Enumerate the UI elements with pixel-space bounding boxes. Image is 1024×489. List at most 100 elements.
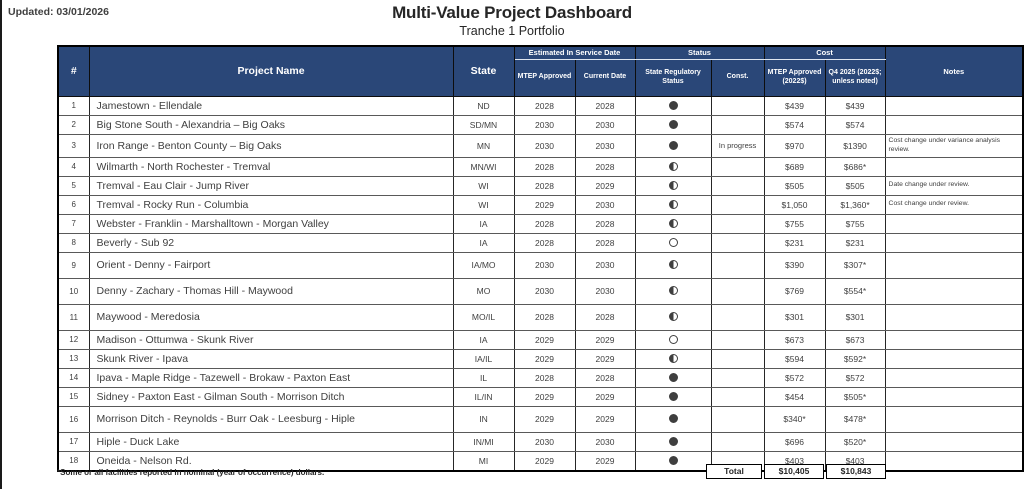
current-date-year-cell: 2028	[574, 95, 636, 116]
current-date-year-cell: 2030	[574, 251, 636, 279]
mtep-approved-cost-cell: $689	[763, 156, 826, 177]
state-regulatory-status-cell	[634, 156, 712, 177]
note-cell	[884, 405, 1024, 433]
note-cell	[884, 251, 1024, 279]
table-row: 16 Morrison Ditch - Reynolds - Burr Oak …	[57, 405, 1024, 433]
status-circle-half-icon	[668, 218, 678, 228]
note-cell	[884, 232, 1024, 253]
col-header-mtep-approved: MTEP Approved	[513, 58, 576, 97]
col-header-mtep-cost: MTEP Approved (2022$)	[763, 58, 826, 97]
total-q4-cost: $10,843	[826, 464, 886, 479]
construction-status-cell	[710, 95, 765, 116]
mtep-approved-year-cell: 2028	[513, 213, 576, 234]
mtep-approved-year-cell: 2028	[513, 175, 576, 196]
table-row: 11 Maywood - Meredosia MO/IL 2028 2028 $…	[57, 303, 1024, 331]
mtep-approved-year-cell: 2030	[513, 251, 576, 279]
state-regulatory-status-cell	[634, 367, 712, 388]
q4-2025-cost-cell: $1390	[824, 133, 886, 158]
group-header-in-service-date: Estimated In Service Date	[513, 45, 636, 60]
current-date-year-cell: 2029	[574, 329, 636, 350]
state-regulatory-status-cell	[634, 95, 712, 116]
table-row: 3 Iron Range - Benton County – Big Oaks …	[57, 133, 1024, 158]
state-regulatory-status-cell	[634, 303, 712, 331]
note-cell	[884, 114, 1024, 135]
total-label: Total	[706, 464, 762, 479]
row-number: 8	[57, 232, 90, 253]
row-number: 17	[57, 431, 90, 452]
status-circle-empty-icon	[668, 237, 678, 247]
construction-status-cell	[710, 251, 765, 279]
construction-status-cell	[710, 348, 765, 369]
current-date-year-cell: 2029	[574, 348, 636, 369]
status-circle-half-icon	[668, 199, 678, 209]
page-title: Multi-Value Project Dashboard	[392, 3, 632, 22]
note-cell: Cost change under variance analysis revi…	[884, 133, 1024, 158]
project-name-cell: Wilmarth - North Rochester - Tremval	[88, 156, 454, 177]
col-header-number: #	[57, 45, 90, 97]
row-number: 6	[57, 194, 90, 215]
mtep-approved-cost-cell: $505	[763, 175, 826, 196]
state-regulatory-status-cell	[634, 133, 712, 158]
mtep-approved-year-cell: 2029	[513, 405, 576, 433]
state-cell: ND	[452, 95, 515, 116]
note-cell: Date change under review.	[884, 175, 1024, 196]
status-circle-half-icon	[668, 161, 678, 171]
project-name-cell: Oneida - Nelson Rd.	[88, 450, 454, 471]
row-number: 10	[57, 277, 90, 305]
mtep-approved-cost-cell: $696	[763, 431, 826, 452]
mtep-approved-cost-cell: $439	[763, 95, 826, 116]
mtep-approved-cost-cell: $673	[763, 329, 826, 350]
state-cell: SD/MN	[452, 114, 515, 135]
mtep-approved-cost-cell: $574	[763, 114, 826, 135]
note-cell	[884, 277, 1024, 305]
footnote: *Some or all facilities reported in nomi…	[57, 468, 325, 477]
note-cell: Cost change under review.	[884, 194, 1024, 215]
construction-status-cell	[710, 329, 765, 350]
mtep-approved-year-cell: 2028	[513, 232, 576, 253]
status-circle-full-icon	[668, 414, 678, 424]
q4-2025-cost-cell: $673	[824, 329, 886, 350]
state-cell: IL/IN	[452, 386, 515, 407]
row-number: 7	[57, 213, 90, 234]
state-regulatory-status-cell	[634, 431, 712, 452]
row-number: 2	[57, 114, 90, 135]
q4-2025-cost-cell: $592*	[824, 348, 886, 369]
mtep-approved-year-cell: 2030	[513, 277, 576, 305]
project-name-cell: Orient - Denny - Fairport	[88, 251, 454, 279]
project-name-cell: Skunk River - Ipava	[88, 348, 454, 369]
project-name-cell: Big Stone South - Alexandria – Big Oaks	[88, 114, 454, 135]
state-cell: IN	[452, 405, 515, 433]
row-number: 15	[57, 386, 90, 407]
construction-status-cell	[710, 232, 765, 253]
status-circle-half-icon	[668, 286, 678, 296]
row-number: 3	[57, 133, 90, 158]
mtep-approved-cost-cell: $755	[763, 213, 826, 234]
mtep-approved-year-cell: 2029	[513, 329, 576, 350]
q4-2025-cost-cell: $574	[824, 114, 886, 135]
construction-status-cell	[710, 303, 765, 331]
state-cell: MO	[452, 277, 515, 305]
project-name-cell: Tremval - Eau Clair - Jump River	[88, 175, 454, 196]
q4-2025-cost-cell: $478*	[824, 405, 886, 433]
q4-2025-cost-cell: $307*	[824, 251, 886, 279]
row-number: 1	[57, 95, 90, 116]
q4-2025-cost-cell: $505*	[824, 386, 886, 407]
row-number: 4	[57, 156, 90, 177]
q4-2025-cost-cell: $301	[824, 303, 886, 331]
project-name-cell: Sidney - Paxton East - Gilman South - Mo…	[88, 386, 454, 407]
mtep-approved-cost-cell: $454	[763, 386, 826, 407]
current-date-year-cell: 2028	[574, 156, 636, 177]
project-name-cell: Ipava - Maple Ridge - Tazewell - Brokaw …	[88, 367, 454, 388]
note-cell	[884, 329, 1024, 350]
construction-status-cell	[710, 431, 765, 452]
table-row: 5 Tremval - Eau Clair - Jump River WI 20…	[57, 175, 1024, 196]
table-row: 7 Webster - Franklin - Marshalltown - Mo…	[57, 213, 1024, 234]
note-cell	[884, 386, 1024, 407]
project-name-cell: Iron Range - Benton County – Big Oaks	[88, 133, 454, 158]
mtep-approved-year-cell: 2028	[513, 95, 576, 116]
note-cell	[884, 431, 1024, 452]
mtep-approved-cost-cell: $340*	[763, 405, 826, 433]
current-date-year-cell: 2029	[574, 450, 636, 471]
note-cell	[884, 213, 1024, 234]
